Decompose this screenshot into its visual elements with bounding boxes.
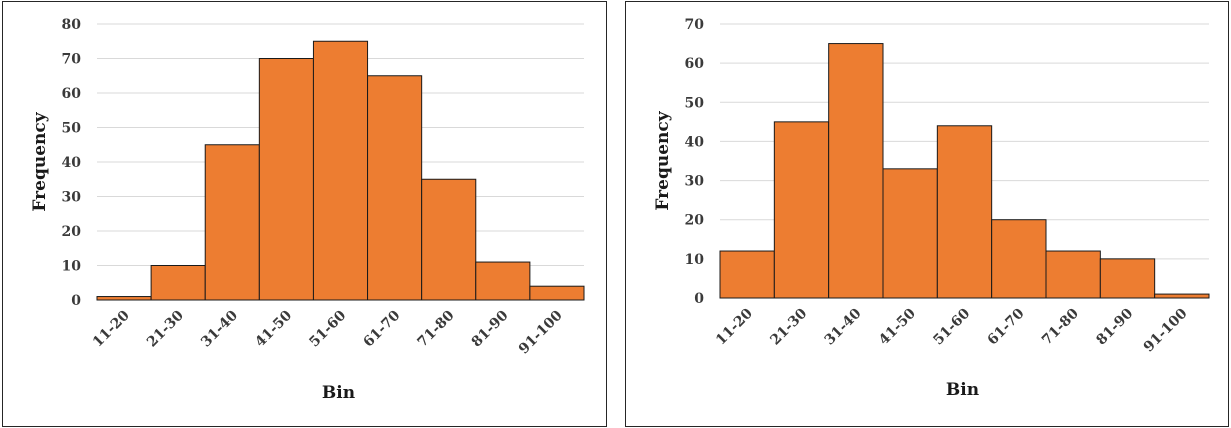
bar-71-80 [421, 178, 477, 301]
bar-81-90 [1099, 258, 1156, 299]
bar-51-60 [312, 40, 369, 301]
bar-21-30 [150, 265, 206, 301]
y-tick-label: 40 [685, 134, 705, 150]
bar-31-40 [828, 43, 884, 299]
y-tick-label: 80 [62, 17, 82, 33]
bar-91-100 [1154, 293, 1210, 299]
y-tick-label: 10 [62, 259, 82, 275]
bar-91-100 [529, 285, 585, 301]
x-tick-label: 61-70 [985, 305, 1028, 348]
bar-61-70 [991, 219, 1047, 299]
x-tick-label: 31-40 [198, 307, 241, 350]
x-tick-label: 81-90 [1093, 305, 1136, 348]
x-tick-label: 11-20 [90, 307, 133, 350]
bar-21-30 [773, 121, 830, 299]
x-tick-label: 21-30 [767, 305, 810, 348]
y-tick-label: 20 [62, 224, 82, 240]
bar-11-20 [719, 250, 775, 299]
x-tick-label: 71-80 [1039, 305, 1082, 348]
y-tick-label: 0 [71, 293, 81, 309]
x-axis-label: Bin [946, 380, 979, 400]
x-tick-label: 11-20 [713, 305, 756, 348]
bar-51-60 [936, 125, 993, 299]
y-tick-label: 30 [685, 174, 705, 190]
bar-41-50 [258, 58, 314, 301]
x-axis-label: Bin [322, 383, 355, 403]
x-tick-label: 91-100 [1141, 305, 1191, 355]
x-tick-label: 51-60 [306, 307, 349, 350]
y-axis-label: Frequency [653, 110, 673, 210]
histogram-right: 0 10 20 30 40 50 60 70 11-20 21-30 31-40 41-50 51-60… [653, 17, 1210, 400]
y-tick-label: 50 [685, 95, 705, 111]
y-tick-label: 50 [62, 121, 82, 137]
bar-81-90 [475, 261, 531, 301]
bar-41-50 [882, 168, 938, 299]
y-tick-label: 30 [62, 190, 82, 206]
histogram-panel-left: 0 10 20 30 40 50 60 70 80 11-20 21-30 31-40 41-50 51-… [2, 1, 607, 427]
x-tick-label: 31-40 [822, 305, 865, 348]
y-tick-label: 10 [685, 252, 705, 268]
y-tick-label: 40 [62, 155, 82, 171]
histogram-left: 0 10 20 30 40 50 60 70 80 11-20 21-30 31-40 41-50 51-… [30, 17, 585, 403]
y-tick-label: 20 [685, 213, 705, 229]
x-tick-label: 71-80 [415, 307, 458, 350]
x-tick-label: 51-60 [930, 305, 973, 348]
y-tick-label: 60 [62, 86, 82, 102]
y-tick-label: 0 [694, 291, 704, 307]
x-tick-label: 41-50 [252, 307, 295, 350]
x-tick-label: 91-100 [516, 307, 566, 357]
y-tick-label: 70 [62, 52, 82, 68]
x-tick-label: 81-90 [469, 307, 512, 350]
y-tick-label: 60 [685, 56, 705, 72]
bar-31-40 [204, 144, 260, 301]
bar-71-80 [1045, 250, 1101, 299]
y-tick-label: 70 [685, 17, 705, 33]
bar-11-20 [96, 296, 152, 301]
x-tick-label: 61-70 [360, 307, 403, 350]
x-tick-label: 21-30 [144, 307, 187, 350]
histogram-panel-right: 0 10 20 30 40 50 60 70 11-20 21-30 31-40 41-50 51-60… [625, 1, 1229, 427]
x-tick-label: 41-50 [876, 305, 919, 348]
y-axis-label: Frequency [30, 111, 50, 211]
bar-61-70 [367, 75, 423, 301]
